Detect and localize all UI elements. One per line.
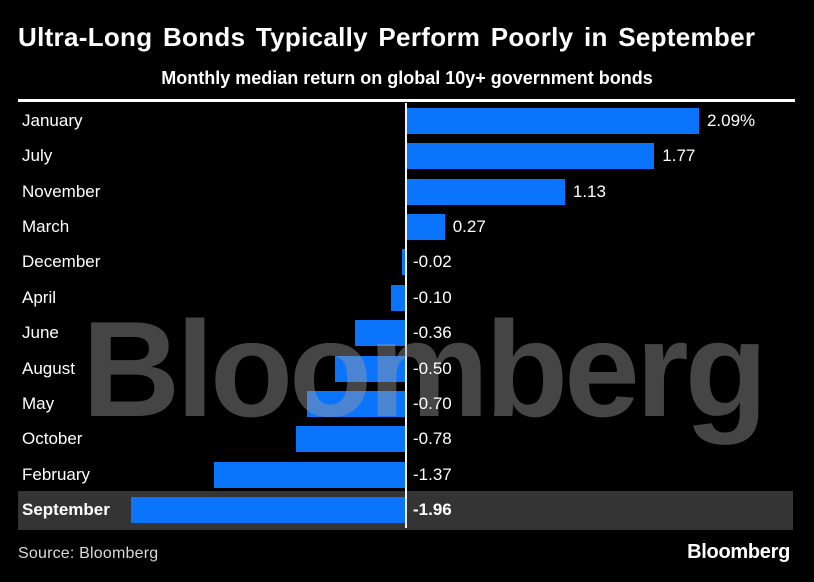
category-label-december: December (22, 252, 101, 272)
category-label-september: September (22, 500, 110, 520)
bar-august (335, 355, 405, 382)
category-label-april: April (22, 287, 57, 307)
value-label-july: 1.77 (662, 146, 696, 166)
bar-december (402, 249, 405, 276)
value-label-may: -0.70 (413, 394, 452, 414)
category-label-february: February (22, 464, 91, 484)
value-label-march: 0.27 (452, 216, 486, 236)
category-label-november: November (22, 181, 101, 201)
bar-july (407, 143, 655, 170)
source-attribution: Source: Bloomberg (18, 545, 159, 562)
bar-september (131, 497, 405, 524)
value-label-october: -0.78 (413, 429, 452, 449)
bar-february (213, 461, 405, 488)
bar-march (407, 213, 445, 240)
category-label-august: August (22, 358, 75, 378)
zero-baseline (405, 103, 407, 528)
bar-november (407, 178, 565, 205)
value-label-september: -1.96 (413, 500, 452, 520)
value-label-november: 1.13 (572, 181, 606, 201)
category-label-january: January (22, 110, 83, 130)
value-label-june: -0.36 (413, 323, 452, 343)
value-label-december: -0.02 (413, 252, 452, 272)
value-label-february: -1.37 (413, 464, 452, 484)
header-divider-rule (18, 99, 795, 102)
value-label-april: -0.10 (413, 287, 452, 307)
bar-april (391, 284, 405, 311)
bloomberg-logo: Bloomberg (687, 541, 790, 563)
category-label-may: May (22, 394, 55, 414)
value-label-august: -0.50 (413, 358, 452, 378)
bar-january (407, 107, 699, 134)
category-label-july: July (22, 146, 53, 166)
category-label-june: June (22, 323, 59, 343)
value-label-january: 2.09% (706, 110, 756, 130)
bar-chart-plot-area: January 2.09% July 1.77 November 1.13 March 0.2… (0, 103, 814, 530)
chart-title: Ultra-Long Bonds Typically Perform Poorl… (18, 22, 756, 52)
category-label-march: March (22, 216, 70, 236)
bar-may (307, 391, 405, 418)
category-label-october: October (22, 429, 83, 449)
bar-june (354, 320, 405, 347)
bar-october (296, 426, 405, 453)
chart-subtitle: Monthly median return on global 10y+ gov… (161, 68, 653, 88)
